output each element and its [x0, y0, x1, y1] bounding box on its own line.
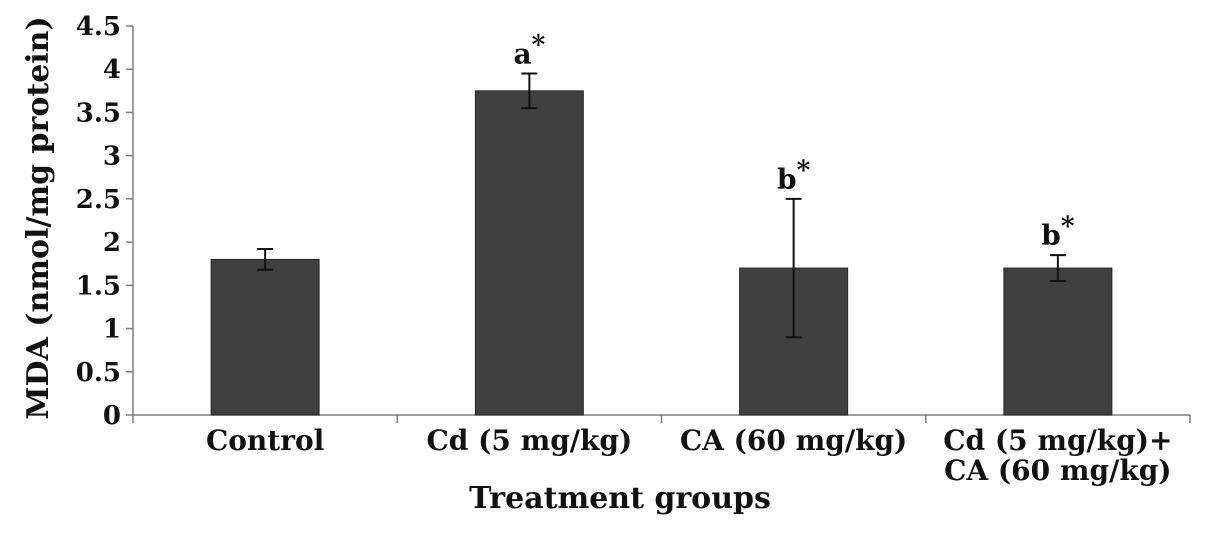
x-tick-label: CA (60 mg/kg) — [944, 454, 1171, 487]
y-axis: 0 0.5 1 1.5 2 2.5 3 3.5 4 4.5 — [76, 12, 134, 431]
significance-label: a* — [513, 31, 545, 71]
y-tick-label: 2.5 — [76, 185, 121, 215]
y-tick-label: 0.5 — [76, 358, 121, 388]
y-tick-label: 4.5 — [76, 12, 121, 42]
y-tick-label: 1.5 — [76, 271, 121, 301]
y-axis-label: MDA (nmol/mg protein) — [21, 16, 56, 419]
x-tick-label: Control — [206, 424, 324, 457]
significance-label: b* — [777, 156, 811, 196]
bar — [474, 90, 584, 416]
significance-label: b* — [1041, 212, 1075, 252]
x-axis-label: Treatment groups — [469, 481, 771, 516]
significance-labels: a* b* b* — [513, 31, 1074, 253]
bar — [1003, 267, 1113, 416]
y-tick-label: 1 — [103, 315, 121, 345]
bars — [210, 90, 1113, 416]
x-tick-label: Cd (5 mg/kg) — [427, 424, 633, 457]
y-tick-label: 4 — [103, 55, 121, 85]
y-tick-label: 2 — [103, 228, 121, 258]
y-tick-label: 3.5 — [76, 98, 121, 128]
y-tick-label: 3 — [103, 142, 121, 172]
error-bars — [257, 72, 1066, 339]
bar — [210, 258, 320, 416]
x-axis: Control Cd (5 mg/kg) CA (60 mg/kg) Cd (5 mg… — [132, 414, 1191, 487]
y-tick-label: 0 — [103, 401, 121, 431]
x-tick-label: CA (60 mg/kg) — [680, 424, 907, 457]
x-tick-label: Cd (5 mg/kg)+ — [943, 424, 1172, 457]
